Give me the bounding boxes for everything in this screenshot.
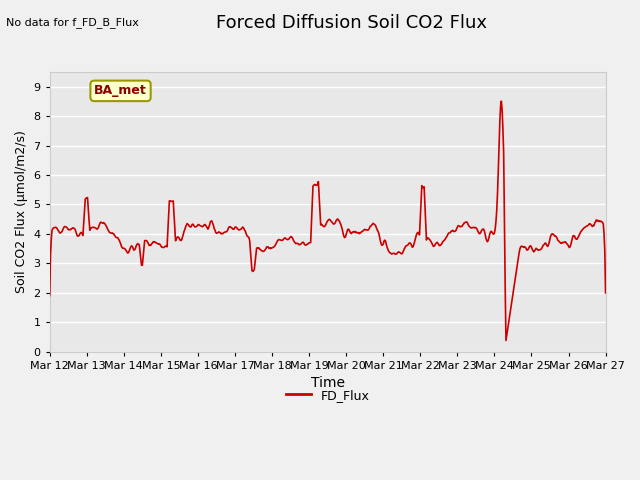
X-axis label: Time: Time xyxy=(310,376,344,390)
Y-axis label: Soil CO2 Flux (μmol/m2/s): Soil CO2 Flux (μmol/m2/s) xyxy=(15,131,28,293)
Text: Forced Diffusion Soil CO2 Flux: Forced Diffusion Soil CO2 Flux xyxy=(216,14,488,33)
Text: BA_met: BA_met xyxy=(94,84,147,97)
Text: No data for f_FD_B_Flux: No data for f_FD_B_Flux xyxy=(6,17,140,28)
Legend: FD_Flux: FD_Flux xyxy=(281,384,374,407)
